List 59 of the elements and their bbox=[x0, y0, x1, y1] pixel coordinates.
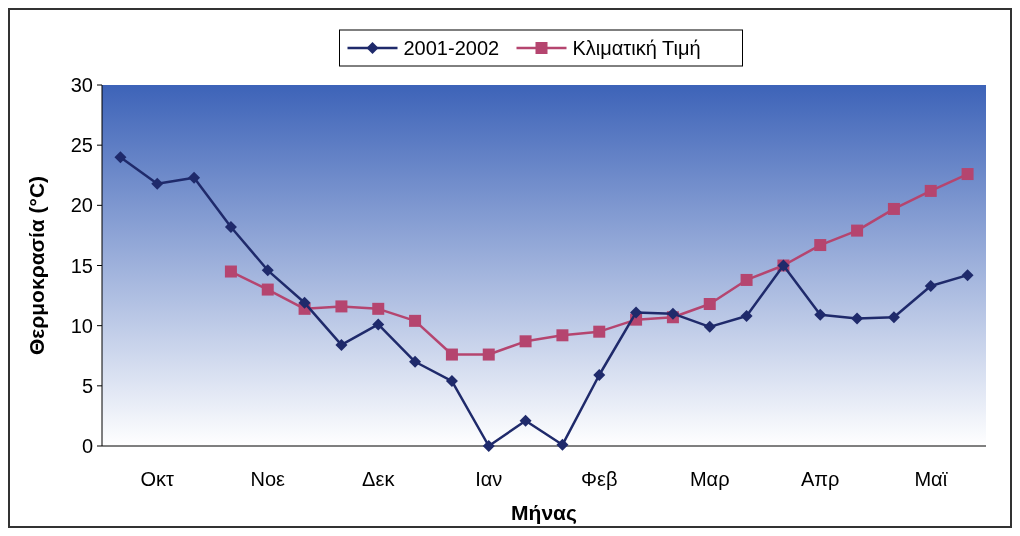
x-tick-label: Δεκ bbox=[362, 468, 396, 490]
y-tick-label: 25 bbox=[70, 134, 93, 157]
y-tick-label: 15 bbox=[70, 254, 93, 277]
point bbox=[887, 311, 900, 324]
point bbox=[261, 283, 274, 296]
x-tick-label: Απρ bbox=[800, 468, 840, 490]
point bbox=[409, 355, 422, 368]
y-tick-label: 10 bbox=[70, 314, 93, 337]
point bbox=[335, 300, 348, 313]
point bbox=[114, 151, 127, 164]
point bbox=[335, 338, 348, 351]
point bbox=[740, 310, 753, 323]
point bbox=[593, 325, 606, 338]
point bbox=[887, 202, 900, 215]
point bbox=[814, 308, 827, 321]
point bbox=[519, 414, 532, 427]
y-tick-label: 30 bbox=[70, 74, 93, 96]
point bbox=[703, 320, 716, 333]
point bbox=[851, 312, 864, 325]
x-tick-label: Οκτ bbox=[140, 468, 175, 490]
point bbox=[556, 438, 569, 451]
x-tick-label: Φεβ bbox=[581, 468, 618, 490]
point bbox=[851, 224, 864, 237]
y-tick-label: 0 bbox=[81, 435, 93, 457]
point bbox=[298, 296, 311, 309]
point bbox=[409, 314, 422, 327]
x-tick-label: Μαϊ bbox=[914, 468, 948, 490]
point bbox=[445, 348, 458, 361]
point bbox=[556, 329, 569, 342]
x-tick-label: Μαρ bbox=[689, 468, 730, 490]
point bbox=[519, 335, 532, 348]
point bbox=[188, 171, 201, 184]
point bbox=[372, 318, 385, 331]
point bbox=[924, 184, 937, 197]
point bbox=[482, 440, 495, 452]
x-tick-label: Νοε bbox=[250, 468, 286, 490]
legend-label: 2001-2002 bbox=[403, 37, 500, 59]
legend-label: Κλιματική Τιμή bbox=[572, 37, 701, 59]
point bbox=[593, 369, 606, 381]
point bbox=[924, 279, 937, 292]
point bbox=[814, 239, 827, 252]
point bbox=[666, 307, 679, 320]
y-axis-title: Θερμοκρασία (°C) bbox=[25, 175, 48, 356]
x-axis-title: Μήνας bbox=[511, 501, 577, 525]
point bbox=[630, 306, 643, 319]
point bbox=[703, 298, 716, 311]
point bbox=[482, 348, 495, 361]
point bbox=[372, 302, 385, 315]
point bbox=[224, 265, 237, 278]
point bbox=[961, 269, 974, 282]
y-tick-label: 5 bbox=[81, 374, 93, 397]
point bbox=[445, 375, 458, 388]
point bbox=[961, 168, 974, 181]
point bbox=[151, 177, 164, 190]
point bbox=[224, 220, 237, 233]
point bbox=[740, 273, 753, 286]
point bbox=[261, 264, 274, 277]
x-tick-label: Ιαν bbox=[475, 468, 503, 490]
y-tick-label: 20 bbox=[70, 194, 93, 217]
